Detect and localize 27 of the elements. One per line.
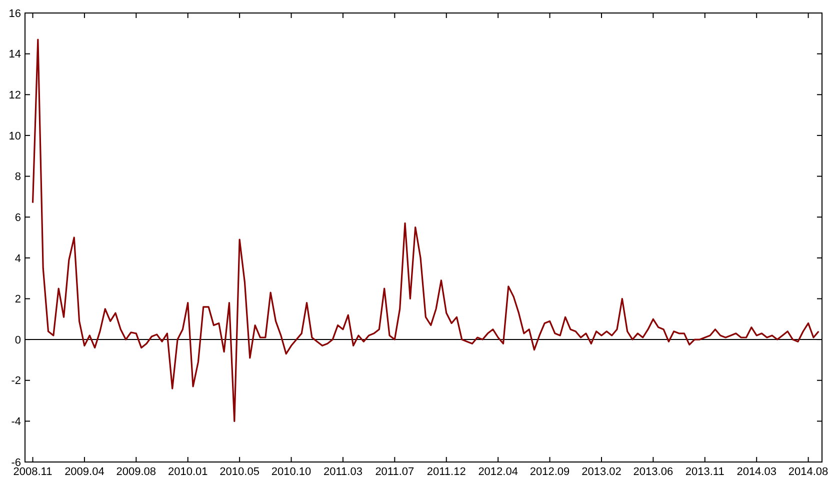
x-tick-label: 2010.05 (220, 466, 260, 477)
x-tick-label: 2011.03 (323, 466, 362, 477)
x-tick-label: 2008.11 (13, 466, 52, 477)
y-tick-label: -4 (11, 416, 21, 428)
y-tick-label: 4 (14, 252, 21, 265)
y-tick-label: 8 (14, 171, 21, 184)
y-tick-label: 10 (8, 130, 21, 142)
x-tick-label: 2013.02 (582, 466, 622, 477)
y-tick-label: 14 (8, 48, 21, 61)
y-tick-label: 0 (14, 334, 21, 346)
x-tick-label: 2014.03 (736, 466, 776, 477)
x-tick-label: 2012.04 (478, 466, 518, 477)
x-tick-label: 2013.06 (633, 466, 674, 477)
y-tick-label: 6 (14, 212, 21, 224)
y-tick-label: 2 (14, 294, 21, 306)
y-tick-label: 12 (8, 89, 21, 102)
x-tick-label: 2009.04 (64, 466, 104, 477)
x-tick-label: 2010.01 (168, 466, 208, 477)
x-tick-label: 2010.10 (271, 466, 312, 477)
x-tick-label: 2013.11 (685, 466, 724, 477)
x-tick-label: 2009.08 (116, 466, 156, 477)
x-tick-label: 2012.09 (530, 466, 570, 477)
x-tick-label: 2011.07 (375, 466, 414, 477)
x-tick-label: 2011.12 (426, 466, 466, 477)
x-tick-label: 2014.08 (788, 466, 828, 477)
y-tick-label: -2 (11, 375, 21, 388)
y-tick-label: 16 (8, 8, 21, 20)
